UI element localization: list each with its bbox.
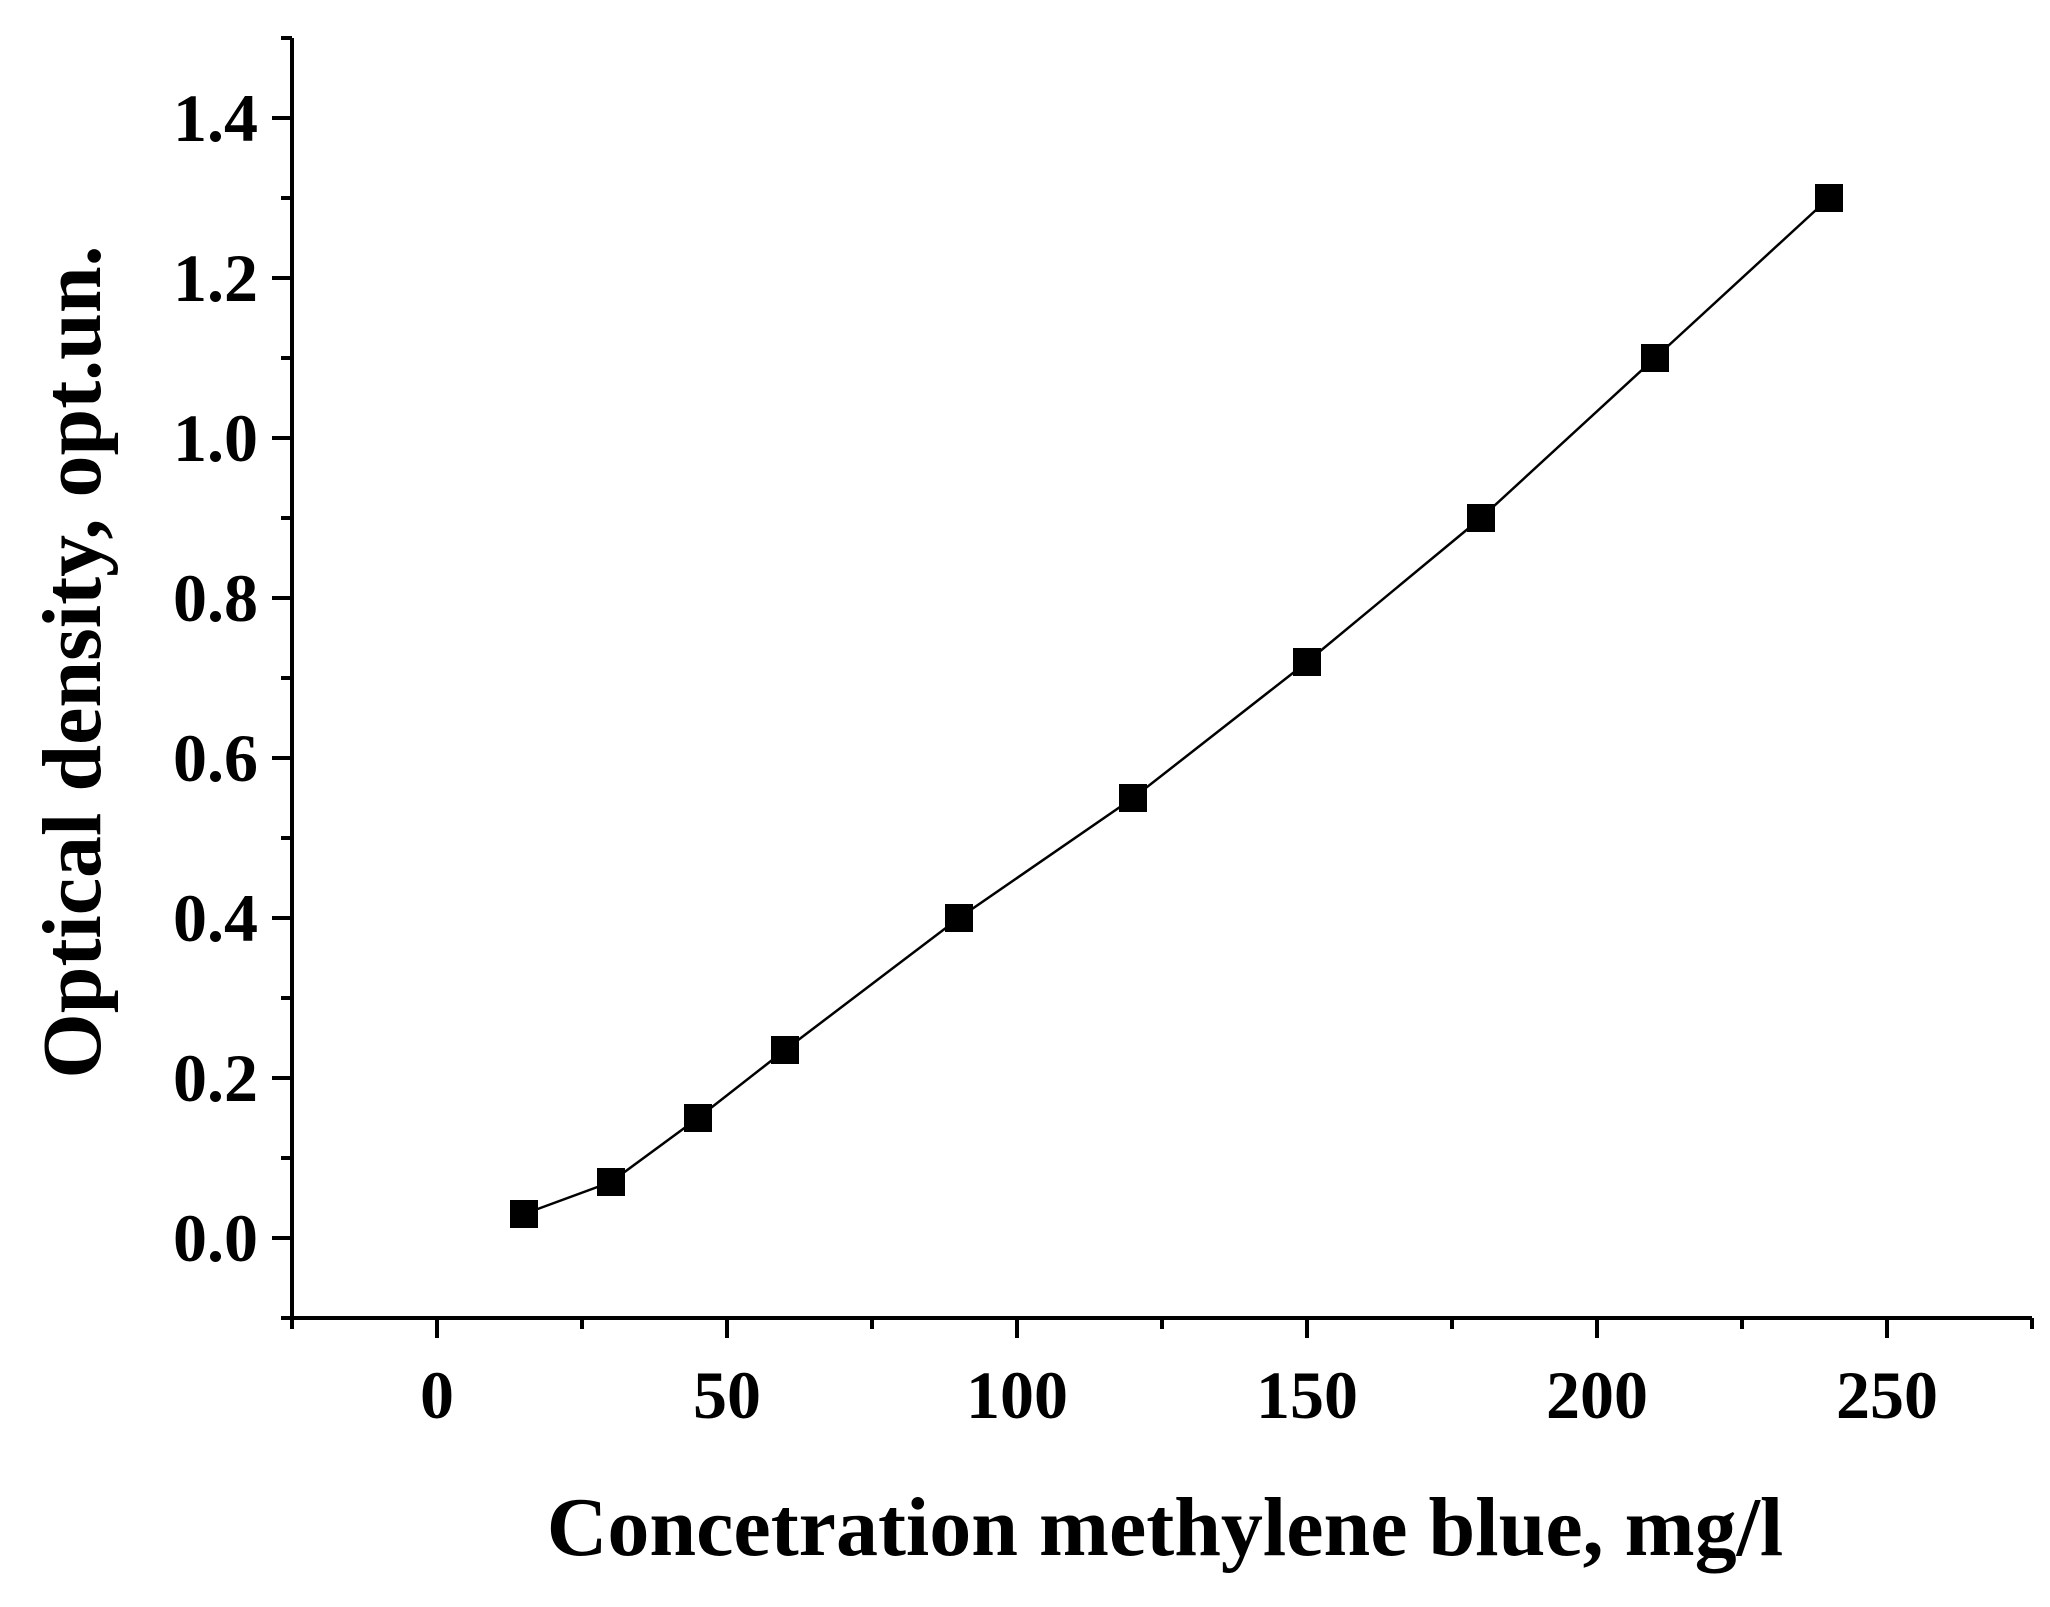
data-point (1467, 504, 1495, 532)
data-point (945, 904, 973, 932)
data-point (1119, 784, 1147, 812)
y-tick-label: 1.4 (173, 80, 258, 156)
x-tick-label: 250 (1836, 1357, 1938, 1433)
tick-labels: 0.0 0.2 0.4 0.6 0.8 1.0 1.2 1.4 0 50 100 150 200 250 (173, 80, 1938, 1433)
data-point (684, 1104, 712, 1132)
data-point (597, 1168, 625, 1196)
y-tick-label: 0.4 (173, 880, 258, 956)
axes (290, 38, 2032, 1320)
y-tick-label: 1.2 (173, 240, 258, 316)
x-tick-label: 0 (420, 1357, 454, 1433)
x-axis-title: Concetration methylene blue, mg/l (547, 1481, 1784, 1574)
y-tick-label: 0.8 (173, 560, 258, 636)
y-axis-title: Optical density, opt.un. (26, 245, 119, 1078)
x-tick-label: 100 (966, 1357, 1068, 1433)
ticks (272, 36, 2034, 1338)
data-point (1815, 184, 1843, 212)
y-tick-label: 0.0 (173, 1200, 258, 1276)
data-point (771, 1036, 799, 1064)
data-series (510, 184, 1843, 1228)
data-point (1641, 344, 1669, 372)
x-tick-label: 200 (1546, 1357, 1648, 1433)
series-line (523, 197, 1830, 1216)
y-tick-label: 0.6 (173, 720, 258, 796)
data-point (510, 1200, 538, 1228)
y-tick-label: 1.0 (173, 400, 258, 476)
x-tick-label: 50 (693, 1357, 761, 1433)
data-point (1293, 648, 1321, 676)
y-tick-label: 0.2 (173, 1040, 258, 1116)
x-tick-label: 150 (1256, 1357, 1358, 1433)
